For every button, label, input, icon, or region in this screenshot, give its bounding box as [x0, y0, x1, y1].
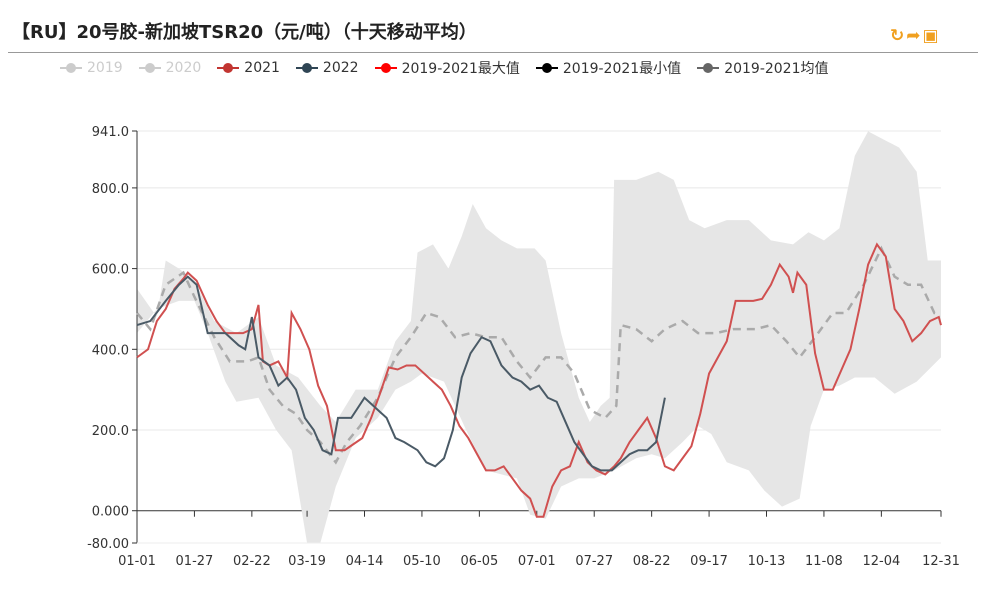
legend-item[interactable]: 2019-2021最大值 — [374, 58, 520, 78]
x-tick-label: 02-22 — [233, 554, 271, 569]
legend-label: 2019 — [87, 60, 123, 76]
x-tick-label: 05-10 — [403, 554, 441, 569]
y-tick-label: 800.0 — [92, 182, 129, 197]
x-tick-label: 10-13 — [748, 554, 786, 569]
legend-marker-icon — [535, 63, 558, 73]
legend-item[interactable]: 2021 — [217, 58, 280, 78]
x-tick-label: 03-19 — [288, 554, 326, 569]
legend-label: 2019-2021均值 — [724, 61, 829, 77]
y-tick-label: 200.0 — [92, 424, 129, 439]
series-line-2022 — [136, 275, 666, 472]
x-tick-label: 09-17 — [690, 554, 728, 569]
legend-label: 2022 — [322, 60, 359, 76]
x-tick-label: 12-04 — [862, 554, 900, 569]
y-tick-label: 0.000 — [92, 505, 129, 520]
legend-marker-icon — [295, 63, 318, 73]
refresh-icon[interactable]: ↻ — [890, 26, 907, 46]
y-tick-label: 941.0 — [92, 125, 129, 140]
x-tick-label: 12-31 — [922, 554, 960, 569]
legend-item[interactable]: 2022 — [295, 58, 359, 78]
legend-label: 2021 — [244, 60, 280, 76]
y-tick-label: 600.0 — [92, 263, 129, 278]
legend: 2019 2020 2021 2022 2019-2021最大值 2019-2021最小值… — [60, 58, 829, 78]
x-tick-label: 08-22 — [633, 554, 671, 569]
legend-label: 2019-2021最小值 — [562, 61, 682, 77]
y-tick-label: -80.00 — [87, 537, 129, 552]
legend-label: 2020 — [165, 60, 202, 76]
legend-label: 2019-2021最大值 — [401, 61, 520, 77]
legend-marker-icon — [697, 63, 720, 73]
x-tick-label: 06-05 — [460, 554, 498, 569]
x-tick-label: 01-27 — [176, 554, 214, 569]
x-tick-label: 11-08 — [805, 554, 843, 569]
legend-marker-icon — [60, 63, 82, 73]
x-tick-label: 01-01 — [118, 554, 156, 569]
min-max-band — [137, 131, 941, 544]
legend-marker-icon — [138, 63, 161, 73]
legend-item[interactable]: 2019-2021最小值 — [535, 58, 682, 78]
x-tick-label: 04-14 — [346, 554, 384, 569]
legend-marker-icon — [374, 63, 397, 73]
x-tick-label: 07-27 — [575, 554, 613, 569]
legend-item[interactable]: 2019-2021均值 — [697, 58, 829, 78]
toolbar: ↻➦▣ — [890, 26, 941, 46]
chart-title: 【RU】20号胶-新加坡TSR20（元/吨）（十天移动平均） — [12, 22, 477, 43]
title-divider — [8, 52, 978, 53]
x-tick-label: 07-01 — [518, 554, 556, 569]
legend-marker-icon — [217, 63, 240, 73]
share-icon[interactable]: ➦ — [906, 26, 923, 46]
image-icon[interactable]: ▣ — [922, 26, 941, 46]
y-tick-label: 400.0 — [92, 343, 129, 358]
legend-item[interactable]: 2020 — [138, 58, 202, 78]
legend-item[interactable]: 2019 — [60, 58, 123, 78]
